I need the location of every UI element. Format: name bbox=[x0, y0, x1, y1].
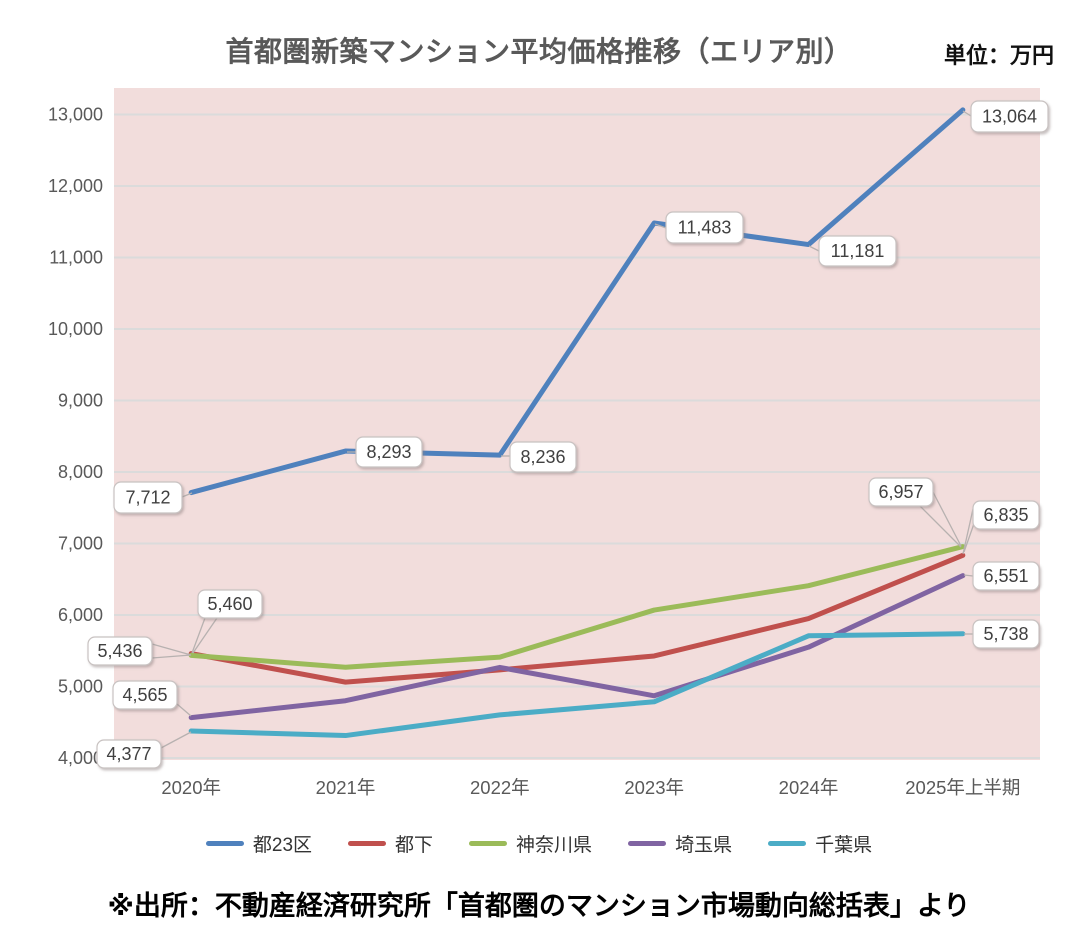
data-labels: 7,712 8,293 8,236 11,483 11,181 13,064 5,460 5,… bbox=[87, 100, 1049, 769]
data-label-box bbox=[355, 436, 423, 468]
series-line-0 bbox=[188, 107, 966, 496]
legend-swatch-kanagawa bbox=[469, 841, 508, 846]
legend-label-kanagawa: 神奈川県 bbox=[516, 835, 593, 856]
legend-swatch-tokyo-tama bbox=[348, 841, 387, 846]
chart-title: 首都圏新築マンション平均価格推移（エリア別） bbox=[225, 36, 853, 67]
data-label-box bbox=[87, 636, 153, 666]
label-leader bbox=[963, 574, 974, 577]
y-tick-label: 7,000 bbox=[58, 534, 103, 554]
label-leader bbox=[160, 731, 192, 749]
series-line-4 bbox=[188, 631, 966, 739]
y-tick-label: 4,000 bbox=[58, 748, 103, 768]
x-tick-label: 2021年 bbox=[316, 777, 376, 798]
y-tick-label: 6,000 bbox=[58, 605, 103, 625]
label-leader bbox=[192, 617, 218, 654]
label-leader bbox=[654, 223, 667, 229]
source-note: ※出所：不動産経済研究所「首都圏のマンション市場動向総括表」より bbox=[107, 891, 971, 921]
y-tick-label: 5,000 bbox=[58, 677, 103, 697]
y-tick-label: 10,000 bbox=[48, 319, 103, 339]
data-label-box bbox=[197, 589, 263, 619]
series-line-1 bbox=[188, 552, 966, 685]
data-label-box bbox=[972, 561, 1040, 591]
legend: 都23区 都下 神奈川県 埼玉県 千葉県 bbox=[0, 830, 1078, 857]
label-leader bbox=[962, 508, 974, 555]
data-label-box bbox=[665, 211, 744, 244]
data-label: 7,712 bbox=[125, 488, 170, 508]
data-label: 11,483 bbox=[678, 218, 732, 238]
label-leader bbox=[932, 491, 962, 547]
series-line-2 bbox=[188, 544, 966, 670]
label-leader bbox=[181, 492, 193, 498]
legend-item-chiba: 千葉県 bbox=[768, 830, 872, 857]
y-tick-label: 13,000 bbox=[48, 105, 103, 125]
legend-label-tokyo-tama: 都下 bbox=[395, 835, 434, 856]
data-label-box bbox=[112, 680, 178, 710]
legend-item-kanagawa: 神奈川県 bbox=[469, 830, 592, 857]
label-leader bbox=[191, 617, 206, 654]
y-tick-label: 8,000 bbox=[58, 462, 103, 482]
label-leader bbox=[176, 703, 192, 717]
data-label-box bbox=[509, 441, 577, 473]
y-tick-label: 11,000 bbox=[49, 248, 103, 268]
y-axis-labels: 4,000 5,000 6,000 7,000 8,000 9,000 10,000 11,0… bbox=[48, 105, 103, 769]
plot-area bbox=[114, 88, 1040, 760]
legend-swatch-tokyo23 bbox=[205, 841, 244, 846]
data-label: 6,957 bbox=[878, 482, 923, 502]
label-leader bbox=[919, 505, 962, 548]
label-leader bbox=[151, 654, 192, 659]
gridlines bbox=[114, 113, 1040, 759]
data-label: 4,565 bbox=[122, 685, 167, 705]
label-leader bbox=[962, 110, 972, 117]
y-tick-label: 9,000 bbox=[58, 391, 103, 411]
x-tick-label: 2025年上半期 bbox=[905, 777, 1020, 798]
data-label-box bbox=[972, 619, 1040, 649]
x-tick-label: 2024年 bbox=[779, 777, 839, 798]
data-label-box bbox=[972, 500, 1040, 530]
legend-label-chiba: 千葉県 bbox=[815, 835, 873, 856]
x-tick-label: 2023年 bbox=[624, 777, 684, 798]
data-label-box bbox=[113, 481, 183, 514]
label-leader bbox=[151, 643, 192, 656]
data-label-box bbox=[970, 100, 1049, 133]
legend-swatch-saitama bbox=[628, 841, 667, 846]
legend-item-saitama: 埼玉県 bbox=[628, 830, 732, 857]
legend-label-saitama: 埼玉県 bbox=[675, 835, 733, 856]
data-label-box bbox=[96, 739, 162, 769]
data-label-box bbox=[868, 477, 934, 507]
x-tick-label: 2022年 bbox=[470, 777, 530, 798]
x-axis-labels: 2020年 2021年 2022年 2023年 2024年 2025年上半期 bbox=[161, 777, 1020, 798]
y-tick-label: 12,000 bbox=[48, 176, 103, 196]
series-lines bbox=[188, 107, 966, 739]
legend-item-tokyo23: 都23区 bbox=[205, 830, 313, 857]
data-label: 11,181 bbox=[831, 241, 885, 261]
data-label: 5,436 bbox=[97, 641, 142, 661]
legend-label-tokyo23: 都23区 bbox=[252, 835, 313, 856]
chart-svg: 4,000 5,000 6,000 7,000 8,000 9,000 10,000 11,0… bbox=[48, 88, 1049, 798]
data-label: 6,835 bbox=[983, 505, 1028, 525]
data-label: 8,293 bbox=[366, 442, 411, 462]
data-label: 5,738 bbox=[983, 624, 1028, 644]
data-label-box bbox=[818, 235, 897, 267]
data-label: 6,551 bbox=[983, 566, 1028, 586]
x-tick-label: 2020年 bbox=[161, 777, 221, 798]
data-label: 4,377 bbox=[106, 744, 151, 764]
data-label: 13,064 bbox=[982, 107, 1037, 127]
data-label: 5,460 bbox=[207, 594, 252, 614]
data-label: 8,236 bbox=[520, 447, 565, 467]
legend-item-tokyo-tama: 都下 bbox=[348, 830, 433, 857]
label-leader bbox=[808, 245, 820, 252]
unit-label: 単位：万円 bbox=[943, 43, 1054, 68]
legend-swatch-chiba bbox=[768, 841, 807, 846]
